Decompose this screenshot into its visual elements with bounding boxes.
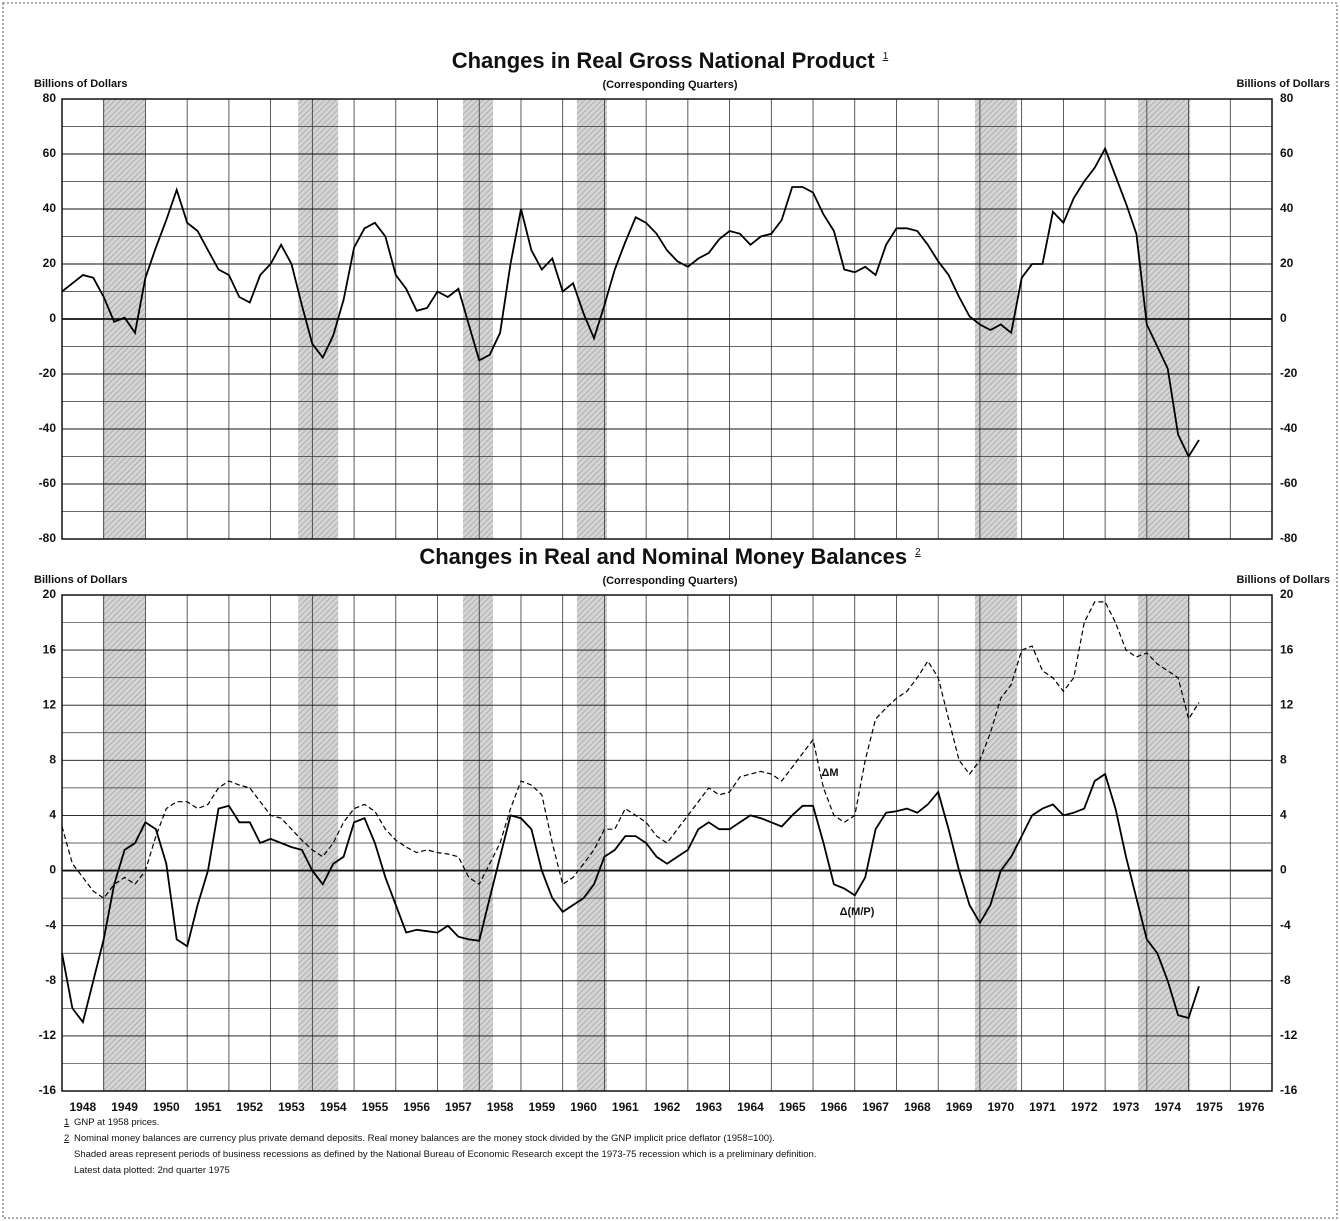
x-tick-label: 1961 [612,1100,639,1114]
footnote-text: GNP at 1958 prices. [74,1117,159,1128]
x-tick-label: 1969 [946,1100,973,1114]
y2-tick-label: 16 [1280,642,1294,656]
x-tick-label: 1950 [153,1100,180,1114]
footnote-marker: 1 [64,1117,69,1128]
x-tick-label: 1970 [987,1100,1014,1114]
x-tick-label: 1965 [779,1100,806,1114]
footnote-marker: 2 [64,1133,69,1144]
y2-tick-label: 80 [1280,91,1294,105]
y2-tick-label: 60 [1280,146,1294,160]
x-tick-label: 1949 [111,1100,138,1114]
chart-title: Changes in Real and Nominal Money Balanc… [419,544,907,569]
y-tick-label: 20 [43,587,57,601]
y-tick-label: 80 [43,91,57,105]
y-tick-label: 0 [49,863,56,877]
x-tick-label: 1953 [278,1100,305,1114]
chart-subtitle: (Corresponding Quarters) [602,79,737,91]
x-tick-label: 1960 [570,1100,597,1114]
y2-tick-label: -80 [1280,531,1298,545]
data-line [61,146,1200,459]
x-tick-label: 1968 [904,1100,931,1114]
y2-axis-label: Billions of Dollars [1236,78,1330,90]
x-tick-label: 1963 [695,1100,722,1114]
x-tick-label: 1964 [737,1100,764,1114]
x-tick-label: 1948 [70,1100,97,1114]
x-tick-label: 1967 [862,1100,889,1114]
x-tick-label: 1957 [445,1100,472,1114]
x-tick-label: 1959 [528,1100,555,1114]
y-tick-label: -4 [45,918,56,932]
data-line [61,772,1200,1025]
y-tick-label: 60 [43,146,57,160]
y-tick-label: -12 [39,1028,57,1042]
chart-title: Changes in Real Gross National Product [452,48,876,73]
x-tick-label: 1951 [195,1100,222,1114]
y-tick-label: -16 [39,1083,57,1097]
y2-tick-label: -16 [1280,1083,1298,1097]
x-tick-label: 1975 [1196,1100,1223,1114]
y2-tick-label: 0 [1280,863,1287,877]
plot-frame [61,594,1273,1092]
note-text: Shaded areas represent periods of busine… [74,1149,816,1160]
x-tick-label: 1952 [236,1100,263,1114]
y2-axis-label: Billions of Dollars [1236,574,1330,586]
y-tick-label: 4 [49,808,56,822]
y2-tick-label: 20 [1280,587,1294,601]
note-text: Latest data plotted: 2nd quarter 1975 [74,1165,230,1176]
y2-tick-label: 0 [1280,311,1287,325]
title-footnote-marker: 2 [915,547,921,558]
y2-tick-label: -20 [1280,366,1298,380]
data-line [61,601,1200,899]
y-tick-label: 20 [43,256,57,270]
chart-title-group: Changes in Real and Nominal Money Balanc… [419,544,921,569]
y2-tick-label: 8 [1280,753,1287,767]
y-tick-label: -60 [39,476,57,490]
y-tick-label: -40 [39,421,57,435]
x-tick-label: 1958 [487,1100,514,1114]
y-axis-label: Billions of Dollars [34,78,128,90]
y2-tick-label: 20 [1280,256,1294,270]
chart-subtitle: (Corresponding Quarters) [602,575,737,587]
y-tick-label: -8 [45,973,56,987]
x-tick-label: 1954 [320,1100,347,1114]
y2-tick-label: -12 [1280,1028,1298,1042]
y-tick-label: 8 [49,753,56,767]
y-axis-label: Billions of Dollars [34,574,128,586]
plot-frame [61,98,1273,540]
x-tick-label: 1974 [1154,1100,1181,1114]
series-label: Δ(M/P) [840,906,875,918]
y-tick-label: 12 [43,697,57,711]
x-tick-label: 1973 [1113,1100,1140,1114]
x-tick-label: 1972 [1071,1100,1098,1114]
x-tick-label: 1971 [1029,1100,1056,1114]
y2-tick-label: -40 [1280,421,1298,435]
chart-title-group: Changes in Real Gross National Product 1 [452,48,889,73]
series-label: ΔM [821,767,838,779]
y-tick-label: 40 [43,201,57,215]
x-tick-label: 1966 [821,1100,848,1114]
x-tick-label: 1976 [1238,1100,1265,1114]
y2-tick-label: 40 [1280,201,1294,215]
x-tick-label: 1962 [654,1100,681,1114]
y2-tick-label: -8 [1280,973,1291,987]
y-tick-label: -20 [39,366,57,380]
y-tick-label: 16 [43,642,57,656]
x-tick-label: 1955 [362,1100,389,1114]
y-tick-label: 0 [49,311,56,325]
x-tick-label: 1956 [403,1100,430,1114]
y2-tick-label: -60 [1280,476,1298,490]
title-footnote-marker: 1 [883,51,889,62]
footnote-text: Nominal money balances are currency plus… [74,1133,775,1144]
y2-tick-label: 4 [1280,808,1287,822]
y2-tick-label: -4 [1280,918,1291,932]
y-tick-label: -80 [39,531,57,545]
y2-tick-label: 12 [1280,697,1294,711]
